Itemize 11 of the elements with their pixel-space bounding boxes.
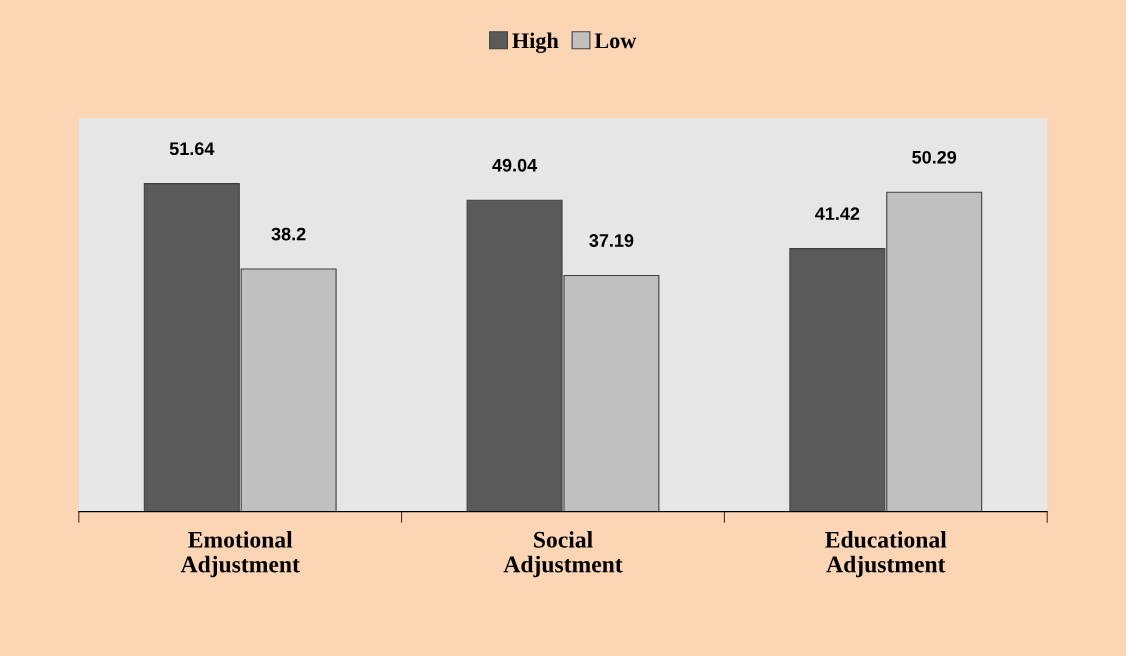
legend-label: Low xyxy=(594,33,637,49)
data-label: 41.42 xyxy=(815,207,860,220)
data-label: 49.04 xyxy=(492,158,538,172)
legend-label: High xyxy=(512,32,559,53)
data-label: 38.2 xyxy=(271,227,306,241)
data-label: 51.64 xyxy=(169,142,215,156)
x-tick-label: Social Adjustment xyxy=(503,531,623,578)
x-tick-label: Emotional Adjustment xyxy=(180,531,300,578)
data-label: 50.29 xyxy=(912,150,957,164)
x-tick-label: Educational Adjustment xyxy=(825,531,947,578)
data-label: 37.19 xyxy=(589,234,634,247)
